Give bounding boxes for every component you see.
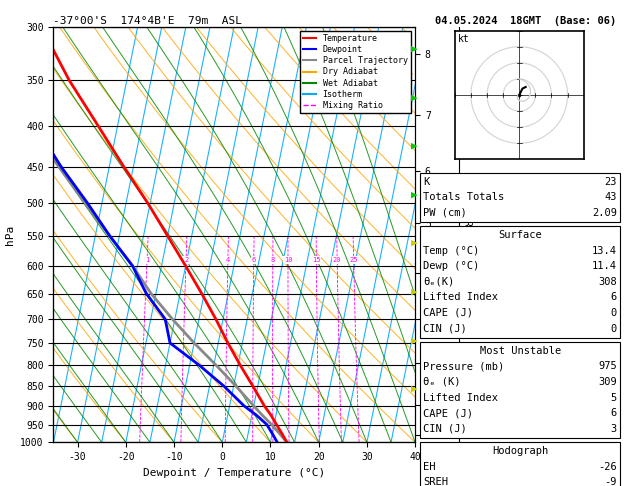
Text: K: K	[423, 177, 430, 187]
Text: θₑ (K): θₑ (K)	[423, 377, 461, 387]
Text: 1: 1	[145, 257, 149, 263]
Text: Lifted Index: Lifted Index	[423, 393, 498, 402]
Text: -26: -26	[598, 462, 617, 471]
Text: ▶: ▶	[411, 287, 417, 296]
Text: 0: 0	[611, 308, 617, 318]
Text: -37°00'S  174°4B'E  79m  ASL: -37°00'S 174°4B'E 79m ASL	[53, 16, 242, 26]
Text: ▶: ▶	[411, 190, 417, 199]
Text: kt: kt	[457, 35, 469, 45]
Text: 23: 23	[604, 177, 617, 187]
Text: Hodograph: Hodograph	[492, 446, 548, 456]
Text: Most Unstable: Most Unstable	[479, 346, 561, 356]
Text: 43: 43	[604, 192, 617, 202]
Text: CAPE (J): CAPE (J)	[423, 308, 473, 318]
Text: Totals Totals: Totals Totals	[423, 192, 504, 202]
Text: CIN (J): CIN (J)	[423, 324, 467, 333]
Text: 5: 5	[611, 393, 617, 402]
Text: 15: 15	[312, 257, 321, 263]
Text: 20: 20	[333, 257, 342, 263]
Text: 11.4: 11.4	[592, 261, 617, 271]
Y-axis label: Mixing Ratio (g/kg): Mixing Ratio (g/kg)	[462, 179, 472, 290]
Text: 6: 6	[252, 257, 256, 263]
Text: ▶: ▶	[411, 44, 417, 53]
Text: 309: 309	[598, 377, 617, 387]
Text: Surface: Surface	[498, 230, 542, 240]
Text: 975: 975	[598, 362, 617, 371]
Text: θₑ(K): θₑ(K)	[423, 277, 455, 287]
Text: 308: 308	[598, 277, 617, 287]
Text: CIN (J): CIN (J)	[423, 424, 467, 434]
Text: ▶: ▶	[411, 384, 417, 394]
X-axis label: Dewpoint / Temperature (°C): Dewpoint / Temperature (°C)	[143, 468, 325, 478]
Text: 6: 6	[611, 408, 617, 418]
Y-axis label: hPa: hPa	[4, 225, 14, 244]
Text: 10: 10	[284, 257, 292, 263]
Text: 04.05.2024  18GMT  (Base: 06): 04.05.2024 18GMT (Base: 06)	[435, 16, 616, 26]
Text: 6: 6	[611, 293, 617, 302]
Text: 8: 8	[270, 257, 275, 263]
Text: ▶: ▶	[411, 92, 417, 102]
Text: 2: 2	[184, 257, 188, 263]
Text: EH: EH	[423, 462, 436, 471]
Text: 0: 0	[611, 324, 617, 333]
Legend: Temperature, Dewpoint, Parcel Trajectory, Dry Adiabat, Wet Adiabat, Isotherm, Mi: Temperature, Dewpoint, Parcel Trajectory…	[300, 31, 411, 113]
Text: 3: 3	[611, 424, 617, 434]
Text: Dewp (°C): Dewp (°C)	[423, 261, 479, 271]
Text: CAPE (J): CAPE (J)	[423, 408, 473, 418]
Text: 13.4: 13.4	[592, 246, 617, 256]
Text: ▶: ▶	[411, 238, 417, 248]
Text: ▶: ▶	[411, 335, 417, 345]
Text: -9: -9	[604, 477, 617, 486]
Y-axis label: km
ASL: km ASL	[448, 226, 470, 243]
Text: Temp (°C): Temp (°C)	[423, 246, 479, 256]
Text: ▶: ▶	[411, 141, 417, 151]
Text: 2.09: 2.09	[592, 208, 617, 218]
Text: Lifted Index: Lifted Index	[423, 293, 498, 302]
Text: © weatheronline.co.uk: © weatheronline.co.uk	[459, 470, 582, 480]
Text: PW (cm): PW (cm)	[423, 208, 467, 218]
Text: 4: 4	[226, 257, 230, 263]
Text: 25: 25	[349, 257, 358, 263]
Text: Pressure (mb): Pressure (mb)	[423, 362, 504, 371]
Text: SREH: SREH	[423, 477, 448, 486]
